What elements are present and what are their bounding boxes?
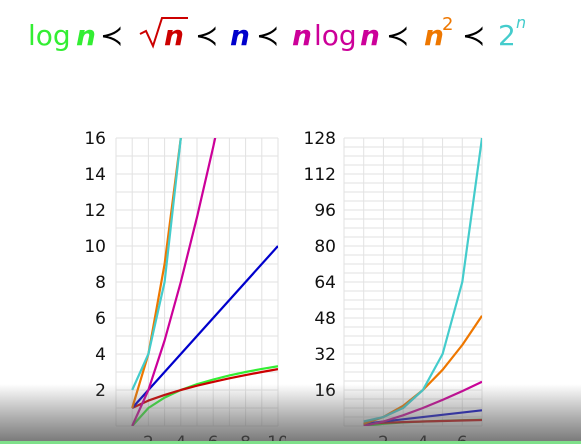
series-line: [131, 138, 182, 391]
y-tick-label: 80: [314, 237, 336, 257]
series-line: [131, 138, 182, 409]
y-tick-label: 16: [84, 129, 106, 149]
y-tick-label: 16: [314, 381, 336, 401]
term-nlogn-log: log: [314, 19, 357, 52]
term-square-exponent: 2: [442, 14, 453, 35]
y-tick-label: 8: [95, 273, 106, 293]
chart-panel-large-range: 16 32 48 64 80 96 112 128 2 4 6: [296, 126, 492, 448]
video-progress-strip: [0, 441, 581, 444]
term-square-n: n: [424, 19, 444, 52]
y-tick-label: 12: [84, 201, 106, 221]
prec-symbol: ≺: [100, 19, 123, 52]
prec-symbol: ≺: [462, 19, 485, 52]
term-linear-n: n: [230, 19, 250, 52]
prec-symbol: ≺: [386, 19, 409, 52]
y-tick-label: 4: [95, 345, 106, 365]
term-log-n: n: [76, 19, 96, 52]
y-tick-label: 14: [84, 165, 106, 185]
y-tick-label: 128: [304, 129, 336, 149]
y-tick-label: 10: [84, 237, 106, 257]
term-log: log: [28, 19, 71, 52]
chart-panel-small-range: 2 4 6 8 10 12 14 16 2 4 6 8 10: [76, 126, 288, 448]
term-nlogn-n: n: [292, 19, 312, 52]
term-nlogn-n2: n: [360, 19, 380, 52]
sqrt-radical-icon: [139, 17, 188, 49]
y-tick-label: 96: [314, 201, 336, 221]
prec-symbol: ≺: [256, 19, 279, 52]
y-tick-label: 64: [314, 273, 336, 293]
term-exp-exponent: n: [516, 13, 526, 32]
y-tick-label: 32: [314, 345, 336, 365]
y-tick-label: 48: [314, 309, 336, 329]
grid: [343, 137, 483, 427]
series-line: [131, 245, 278, 409]
series-group: [131, 138, 278, 426]
growth-order-formula: log n ≺ n ≺ n ≺ n log n ≺ n 2 ≺ 2 n: [28, 13, 526, 52]
y-tick-label: 6: [95, 309, 106, 329]
prec-symbol: ≺: [195, 19, 218, 52]
y-tick-label: 2: [95, 381, 106, 401]
term-exp-base: 2: [498, 19, 516, 52]
y-tick-label: 112: [304, 165, 336, 185]
term-sqrt-n: n: [164, 19, 184, 52]
